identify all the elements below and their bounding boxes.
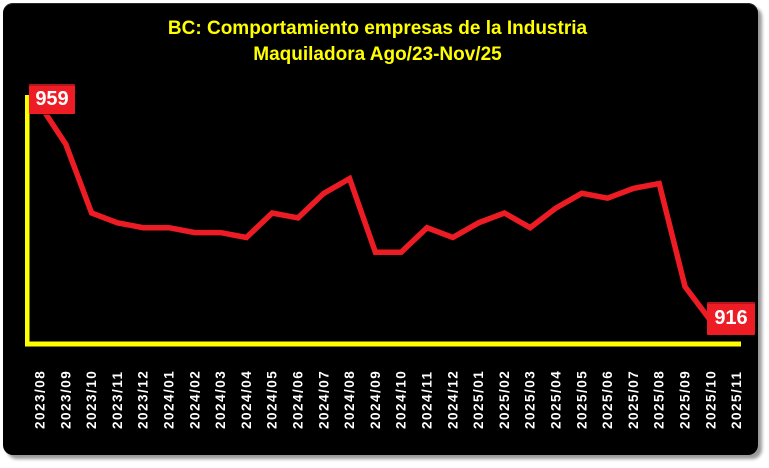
x-tick-label: 2025/11 [729, 370, 744, 429]
x-tick-label: 2024/11 [420, 370, 435, 429]
data-series-line [37, 103, 738, 324]
x-tick-label: 2024/05 [265, 370, 280, 429]
x-tick-label: 2025/08 [652, 370, 667, 429]
chart-title: BC: Comportamiento empresas de la Indust… [0, 16, 755, 68]
x-tick-label: 2024/09 [368, 370, 383, 429]
x-tick-label: 2023/10 [84, 370, 99, 429]
x-tick-label: 2024/10 [394, 370, 409, 429]
value-label-start-text: 959 [35, 87, 69, 110]
x-tick-label: 2025/07 [626, 370, 641, 429]
x-tick-label: 2023/11 [110, 370, 125, 429]
x-tick-label: 2025/09 [678, 370, 693, 429]
x-tick-label: 2024/01 [162, 370, 177, 429]
chart-title-text: BC: Comportamiento empresas de la Indust… [167, 18, 588, 65]
x-tick-label: 2024/02 [187, 370, 202, 429]
chart-panel [3, 3, 758, 455]
x-tick-label: 2025/01 [471, 370, 486, 429]
y-axis-line [25, 95, 30, 347]
value-label-start: 959 [29, 84, 75, 114]
x-tick-label: 2024/04 [239, 370, 254, 429]
x-tick-label: 2025/03 [523, 370, 538, 429]
x-tick-label: 2024/07 [316, 370, 331, 429]
x-tick-label: 2024/08 [342, 370, 357, 429]
x-tick-label: 2023/12 [136, 370, 151, 429]
x-axis-line [25, 341, 741, 347]
x-tick-label: 2024/06 [291, 370, 306, 429]
x-tick-label: 2024/03 [213, 370, 228, 429]
x-tick-label: 2025/04 [549, 370, 564, 429]
x-tick-label: 2023/09 [58, 370, 73, 429]
x-tick-label: 2023/08 [33, 370, 48, 429]
x-axis-tick-labels: 2023/08 2023/09 2023/10 2023/11 2023/12 2024/… [33, 370, 745, 429]
x-tick-label: 2025/06 [600, 370, 615, 429]
x-tick-label: 2025/10 [703, 370, 718, 429]
x-tick-label: 2024/12 [445, 370, 460, 429]
value-label-end-text: 916 [714, 307, 748, 329]
x-tick-label: 2025/02 [497, 370, 512, 429]
x-tick-label: 2025/05 [574, 370, 589, 429]
value-label-end: 916 [707, 302, 755, 335]
